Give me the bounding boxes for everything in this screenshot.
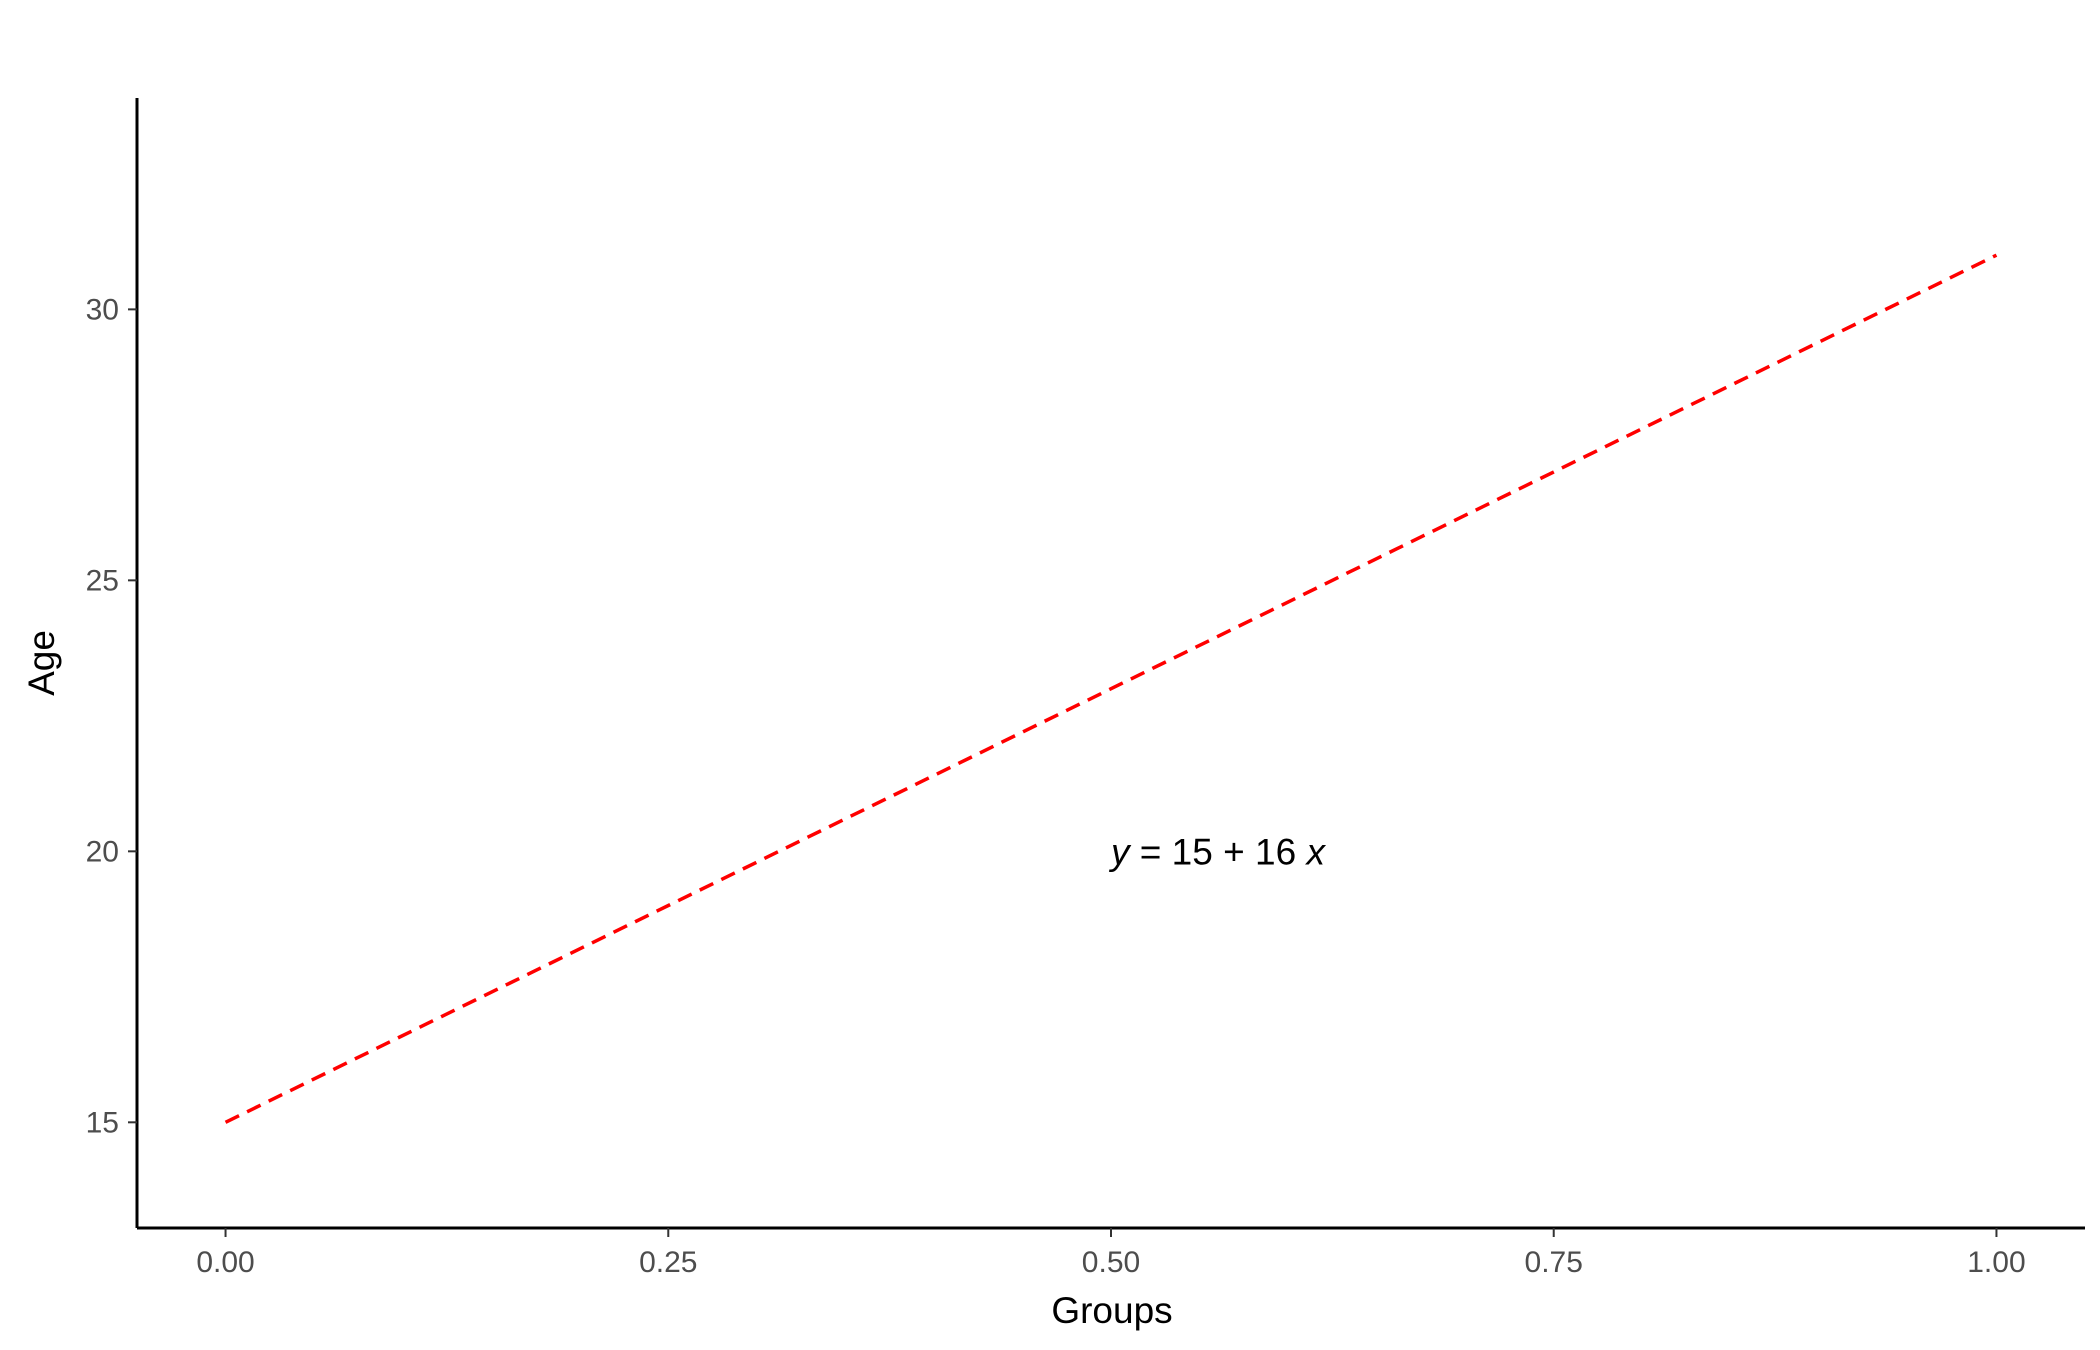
- x-tick-label: 0.25: [639, 1246, 697, 1279]
- ticks: 0.00 0.25 0.50 0.75 1.00 15 20 25 30: [86, 293, 2026, 1279]
- equation-part: = 15 + 16: [1130, 831, 1307, 872]
- regression-line: [224, 253, 1998, 1124]
- equation-part: y: [1108, 831, 1132, 872]
- y-axis-title: Age: [21, 630, 62, 696]
- x-tick-label: 0.00: [196, 1246, 254, 1279]
- x-axis-title: Groups: [1051, 1290, 1172, 1331]
- y-tick-label: 20: [86, 835, 119, 868]
- plot-area: y = 15 + 16 x: [224, 253, 1998, 1124]
- x-tick-label: 1.00: [1967, 1246, 2025, 1279]
- y-tick-label: 25: [86, 564, 119, 597]
- equation-annotation: y = 15 + 16 x: [1108, 831, 1326, 872]
- x-tick-label: 0.50: [1082, 1246, 1140, 1279]
- y-tick-label: 15: [86, 1106, 119, 1139]
- equation-part: x: [1304, 831, 1326, 872]
- y-tick-label: 30: [86, 293, 119, 326]
- x-tick-label: 0.75: [1525, 1246, 1583, 1279]
